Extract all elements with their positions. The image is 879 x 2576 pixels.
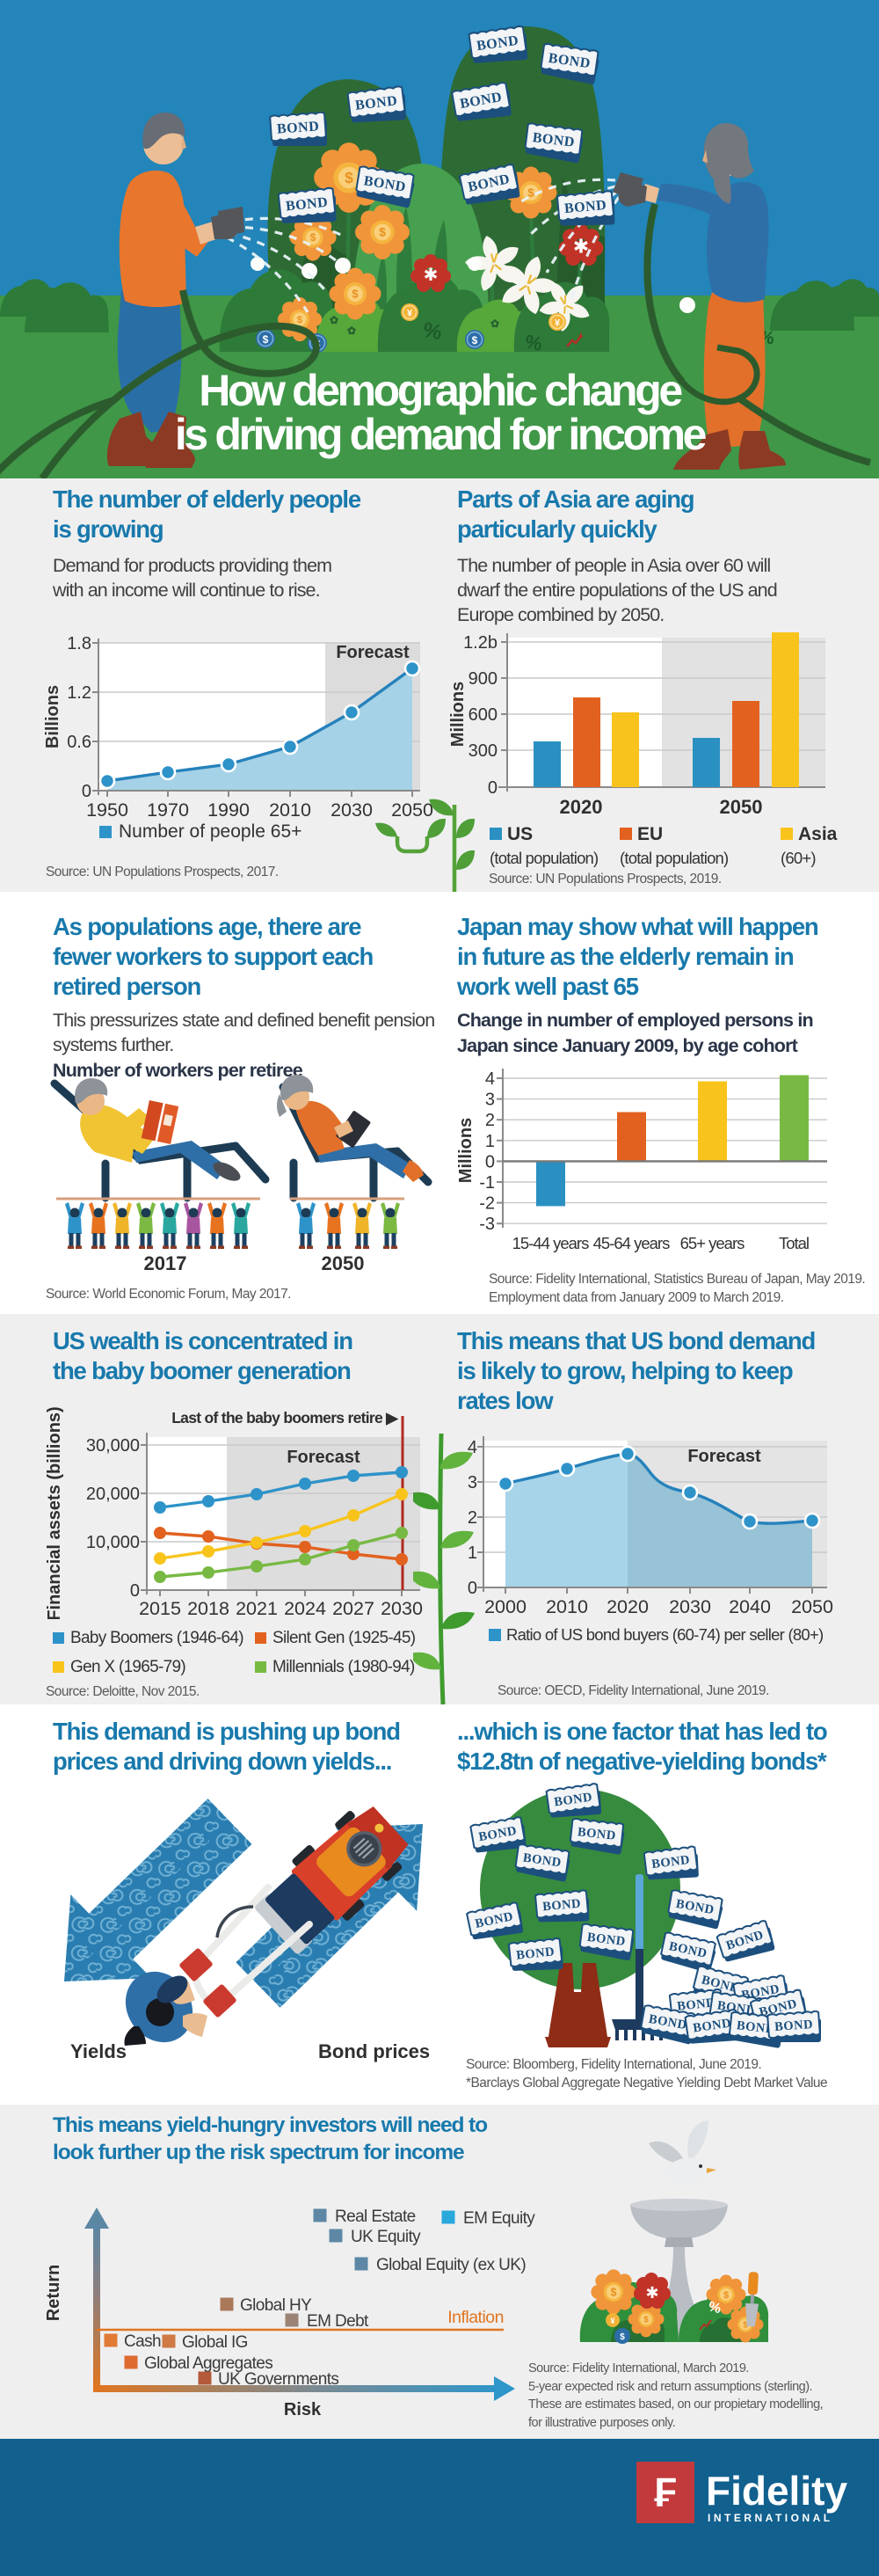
svg-text:45-64 years: 45-64 years: [593, 1234, 670, 1252]
svg-text:Cash: Cash: [124, 2332, 161, 2351]
svg-text:Risk: Risk: [284, 2400, 322, 2419]
svg-text:2050: 2050: [791, 1596, 833, 1617]
svg-text:2030: 2030: [381, 1598, 423, 1619]
svg-text:Global HY: Global HY: [240, 2296, 312, 2315]
svg-text:¥: ¥: [610, 2317, 614, 2325]
svg-text:2018: 2018: [187, 1598, 229, 1619]
svg-text:2040: 2040: [729, 1596, 771, 1617]
svg-text:2000: 2000: [484, 1596, 527, 1617]
svg-text:Billions: Billions: [43, 685, 62, 748]
svg-text:2027: 2027: [332, 1598, 374, 1619]
svg-text:Global Equity (ex UK): Global Equity (ex UK): [376, 2256, 526, 2274]
svg-text:0.6: 0.6: [67, 733, 91, 752]
svg-text:Millions: Millions: [448, 682, 468, 747]
svg-text:Number of people 65+: Number of people 65+: [119, 821, 301, 842]
svg-text:✱: ✱: [645, 2284, 658, 2302]
svg-text:EM Equity: EM Equity: [463, 2209, 535, 2228]
svg-text:4: 4: [468, 1438, 477, 1457]
svg-text:2030: 2030: [669, 1596, 711, 1617]
svg-text:Last of the baby boomers retir: Last of the baby boomers retire ▶: [171, 1409, 399, 1427]
svg-text:300: 300: [469, 741, 498, 761]
svg-text:2010: 2010: [546, 1596, 588, 1617]
svg-text:65+ years: 65+ years: [680, 1234, 745, 1252]
svg-text:Forecast: Forecast: [287, 1448, 360, 1467]
svg-text:0: 0: [82, 782, 91, 801]
svg-text:0: 0: [468, 1579, 477, 1598]
svg-text:15-44 years: 15-44 years: [512, 1234, 589, 1252]
svg-text:2021: 2021: [236, 1598, 278, 1619]
svg-text:Forecast: Forecast: [687, 1447, 761, 1466]
svg-text:1.8: 1.8: [67, 634, 91, 653]
svg-text:0: 0: [485, 1152, 495, 1171]
svg-text:4: 4: [485, 1069, 495, 1089]
svg-text:2020: 2020: [607, 1596, 649, 1617]
svg-text:2015: 2015: [139, 1598, 181, 1619]
svg-text:Inflation: Inflation: [447, 2308, 504, 2327]
svg-text:-1: -1: [479, 1173, 495, 1193]
svg-text:1: 1: [468, 1543, 477, 1563]
svg-text:Forecast: Forecast: [336, 643, 410, 662]
svg-text:UK Equity: UK Equity: [351, 2228, 421, 2246]
svg-text:$: $: [620, 2332, 625, 2342]
svg-text:2: 2: [485, 1111, 495, 1130]
svg-text:EM Debt: EM Debt: [307, 2312, 369, 2331]
svg-text:1.2: 1.2: [67, 683, 91, 703]
svg-text:0: 0: [130, 1581, 140, 1601]
svg-text:✿: ✿: [490, 317, 499, 330]
svg-text:UK Governments: UK Governments: [218, 2370, 338, 2389]
svg-text:2030: 2030: [331, 799, 373, 821]
svg-text:3: 3: [485, 1091, 495, 1110]
svg-text:%: %: [707, 2299, 723, 2317]
svg-text:1.2b: 1.2b: [463, 633, 498, 653]
svg-text:600: 600: [469, 705, 498, 725]
svg-text:-2: -2: [479, 1194, 495, 1214]
svg-text:2050: 2050: [391, 799, 433, 821]
svg-text:Return: Return: [44, 2265, 63, 2321]
svg-text:2010: 2010: [269, 799, 311, 821]
svg-text:-3: -3: [479, 1215, 495, 1234]
svg-text:10,000: 10,000: [86, 1533, 140, 1552]
svg-text:Global IG: Global IG: [182, 2333, 248, 2352]
svg-text:1970: 1970: [147, 799, 189, 821]
svg-text:0: 0: [488, 778, 498, 798]
svg-text:1950: 1950: [86, 799, 128, 821]
svg-text:900: 900: [469, 669, 498, 689]
svg-text:Global Aggregates: Global Aggregates: [144, 2354, 272, 2373]
svg-text:2: 2: [468, 1508, 477, 1528]
svg-text:Total: Total: [779, 1234, 809, 1252]
svg-text:1990: 1990: [207, 799, 250, 821]
svg-text:Millions: Millions: [456, 1118, 476, 1183]
svg-text:30,000: 30,000: [86, 1436, 140, 1456]
svg-text:2020: 2020: [560, 796, 603, 818]
svg-text:✿: ✿: [347, 325, 356, 337]
svg-text:1: 1: [485, 1132, 495, 1151]
svg-text:Real Estate: Real Estate: [335, 2207, 416, 2226]
svg-text:2024: 2024: [284, 1598, 326, 1619]
svg-text:3: 3: [468, 1473, 477, 1492]
svg-text:Financial assets (billions): Financial assets (billions): [45, 1406, 64, 1619]
svg-text:2050: 2050: [720, 796, 763, 818]
svg-text:20,000: 20,000: [86, 1485, 140, 1504]
svg-text:✿: ✿: [330, 314, 338, 326]
